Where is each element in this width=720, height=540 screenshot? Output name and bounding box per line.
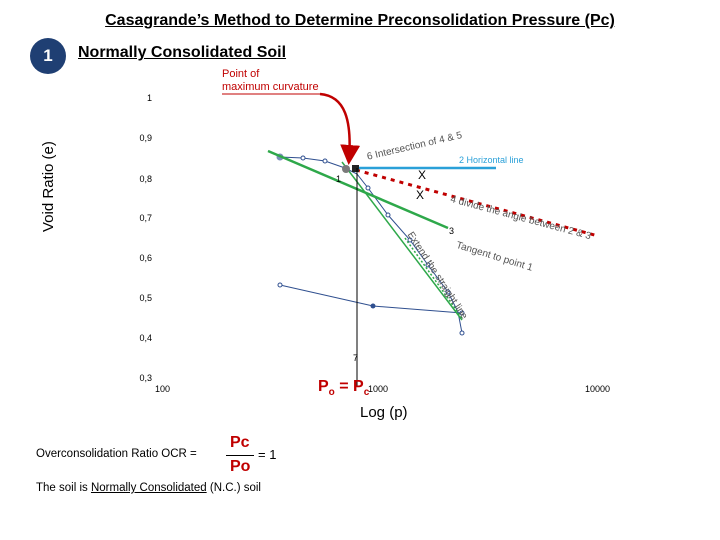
max-curvature-point [342,165,350,173]
ocr-fraction-bar [226,455,254,456]
y-tick-0-9: 0,9 [139,133,152,143]
rebound-points [277,282,465,316]
curvature-label-line1: Point of [222,68,260,80]
step7-label: 7 [353,353,359,363]
step1-label: 1 [336,174,342,184]
x-tick-100: 100 [155,384,171,394]
ocr-label: Overconsolidation Ratio OCR = [36,448,197,460]
x-mark-top: X [418,168,427,182]
curve-points [300,155,465,336]
y-tick-0-8: 0,8 [139,174,152,184]
conclusion-suffix: (N.C.) soil [206,482,261,494]
slide-title: Casagrande’s Method to Determine Precons… [105,12,615,29]
y-tick-1: 1 [146,93,152,103]
intersection-marker [352,165,359,172]
step-badge: 1 [30,38,66,74]
x-tick-10000: 10000 [585,384,611,394]
x-mark-bottom: X [416,188,425,202]
section-heading: Normally Consolidated Soil [78,44,287,61]
y-tick-0-6: 0,6 [139,253,152,263]
rebound-curve [279,284,463,314]
ocr-result: = 1 [258,447,277,462]
step3-label: 3 [449,226,455,236]
ocr-numerator: Pc [230,434,250,451]
ocr-denominator: Po [230,458,251,475]
consolidation-curve [279,156,463,334]
x-axis-title: Log (p) [360,404,408,421]
conclusion-soil-type: Normally Consolidated [90,482,207,494]
extended-line [341,161,463,321]
pc-subscript: c [363,387,370,399]
x-tick-1000: 1000 [368,384,389,394]
y-tick-0-5: 0,5 [139,293,152,303]
extended-line-upper [404,237,463,319]
y-tick-0-7: 0,7 [139,213,152,223]
curvature-arrow [319,92,361,165]
pc-symbol: P [353,378,364,395]
bisector-line [355,168,599,238]
tangent-line [267,149,449,230]
y-tick-0-4: 0,4 [139,333,152,343]
curvature-label-line2: maximum curvature [222,81,319,93]
rebound-mid-point [370,303,376,309]
conclusion-prefix: The soil is [36,482,91,494]
y-tick-0-3: 0,3 [139,373,152,383]
step2-label: 2 Horizontal line [459,155,524,165]
po-symbol: P [318,378,329,395]
curvature-label: Point of maximum curvature [222,68,319,94]
equals-sign: = [334,378,354,395]
po-subscript: o [328,387,335,399]
conclusion-text: The soil is Normally Consolidated (N.C.)… [36,482,261,494]
pc-equation: Po = Pc [318,378,369,398]
